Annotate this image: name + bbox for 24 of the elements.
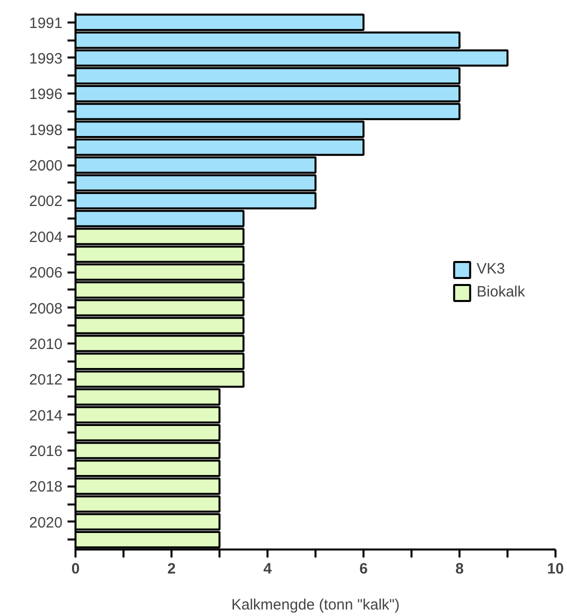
y-tick-label: 2010 — [29, 336, 63, 353]
x-tick-label: 8 — [455, 560, 464, 578]
x-tick-label: 2 — [167, 560, 176, 578]
x-tick-label: 4 — [263, 560, 272, 578]
x-axis-title: Kalkmengde (tonn "kalk") — [231, 596, 400, 614]
y-tick-label: 1998 — [29, 122, 63, 139]
x-tick-label: 0 — [71, 560, 80, 578]
legend-label: Biokalk — [476, 284, 525, 300]
y-tick-label: 1996 — [29, 86, 63, 104]
y-tick-label: 2002 — [29, 193, 63, 210]
y-tick-label: 2016 — [29, 442, 63, 460]
x-tick-label: 10 — [547, 560, 564, 578]
y-tick-label: 2012 — [29, 372, 63, 389]
y-tick-label: 1993 — [29, 50, 63, 68]
y-tick-label: 2004 — [29, 228, 63, 246]
y-tick-label: 2008 — [29, 300, 63, 318]
y-tick-label: 2018 — [29, 478, 63, 496]
legend-label: VK3 — [476, 260, 505, 278]
y-tick-label: 2006 — [29, 264, 63, 282]
y-tick-label: 2000 — [29, 158, 63, 175]
y-tick-label: 2020 — [29, 514, 63, 532]
y-tick-label: 1991 — [29, 14, 63, 32]
y-tick-label: 2014 — [29, 407, 63, 424]
x-tick-label: 6 — [359, 560, 368, 578]
